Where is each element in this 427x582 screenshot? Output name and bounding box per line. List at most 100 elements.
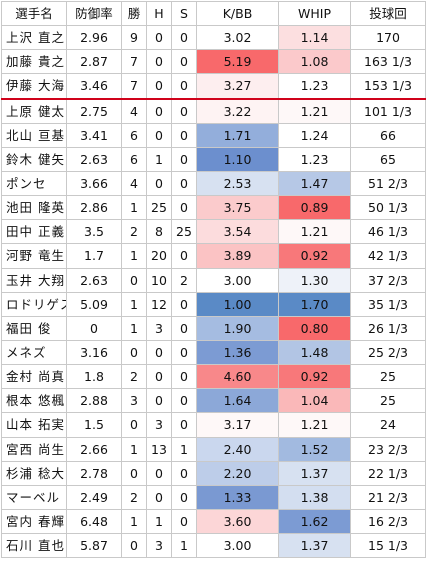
- cell-holds[interactable]: 13: [146, 436, 172, 462]
- cell-player-name[interactable]: 山本 拓実: [1, 412, 67, 438]
- cell-era[interactable]: 1.7: [66, 243, 122, 269]
- cell-wins[interactable]: 7: [121, 49, 147, 75]
- cell-whip[interactable]: 1.30: [278, 267, 351, 293]
- cell-k-bb[interactable]: 2.40: [196, 436, 279, 462]
- cell-era[interactable]: 1.5: [66, 412, 122, 438]
- cell-era[interactable]: 2.63: [66, 267, 122, 293]
- cell-k-bb[interactable]: 3.17: [196, 412, 279, 438]
- cell-holds[interactable]: 1: [146, 508, 172, 535]
- cell-saves[interactable]: 0: [171, 146, 197, 172]
- cell-k-bb[interactable]: 3.75: [196, 195, 279, 221]
- cell-player-name[interactable]: 金村 尚真: [1, 364, 67, 390]
- header-k-bb[interactable]: K/BB: [196, 0, 279, 27]
- header-era[interactable]: 防御率: [66, 0, 122, 27]
- cell-k-bb[interactable]: 1.90: [196, 315, 279, 341]
- cell-saves[interactable]: 0: [171, 460, 197, 486]
- cell-era[interactable]: 3.5: [66, 219, 122, 245]
- cell-era[interactable]: 2.66: [66, 436, 122, 462]
- cell-innings[interactable]: 51 2/3: [350, 170, 426, 197]
- cell-k-bb[interactable]: 1.64: [196, 388, 279, 414]
- cell-player-name[interactable]: 杉浦 稔大: [1, 460, 67, 486]
- cell-innings[interactable]: 25: [350, 364, 426, 390]
- cell-holds[interactable]: 0: [146, 98, 172, 124]
- cell-wins[interactable]: 1: [121, 195, 147, 221]
- cell-era[interactable]: 2.96: [66, 25, 122, 51]
- cell-player-name[interactable]: 河野 竜生: [1, 243, 67, 269]
- cell-holds[interactable]: 1: [146, 146, 172, 172]
- cell-wins[interactable]: 7: [121, 73, 147, 100]
- cell-innings[interactable]: 101 1/3: [350, 98, 426, 124]
- cell-era[interactable]: 2.88: [66, 388, 122, 414]
- cell-innings[interactable]: 25 2/3: [350, 339, 426, 366]
- cell-player-name[interactable]: 北山 亘基: [1, 122, 67, 148]
- cell-saves[interactable]: 0: [171, 291, 197, 317]
- cell-whip[interactable]: 1.14: [278, 25, 351, 51]
- cell-player-name[interactable]: 根本 悠楓: [1, 388, 67, 414]
- cell-wins[interactable]: 0: [121, 460, 147, 486]
- cell-innings[interactable]: 50 1/3: [350, 195, 426, 221]
- cell-holds[interactable]: 3: [146, 315, 172, 341]
- cell-player-name[interactable]: 田中 正義: [1, 219, 67, 245]
- cell-saves[interactable]: 0: [171, 315, 197, 341]
- cell-holds[interactable]: 0: [146, 170, 172, 197]
- cell-era[interactable]: 3.46: [66, 73, 122, 100]
- cell-k-bb[interactable]: 1.33: [196, 484, 279, 510]
- cell-k-bb[interactable]: 1.00: [196, 291, 279, 317]
- cell-wins[interactable]: 0: [121, 412, 147, 438]
- cell-player-name[interactable]: 石川 直也: [1, 533, 67, 559]
- cell-innings[interactable]: 21 2/3: [350, 484, 426, 510]
- cell-saves[interactable]: 0: [171, 49, 197, 75]
- cell-holds[interactable]: 3: [146, 412, 172, 438]
- cell-innings[interactable]: 15 1/3: [350, 533, 426, 559]
- cell-holds[interactable]: 0: [146, 339, 172, 366]
- cell-wins[interactable]: 2: [121, 484, 147, 510]
- cell-saves[interactable]: 0: [171, 339, 197, 366]
- cell-player-name[interactable]: 伊藤 大海: [1, 73, 67, 100]
- cell-innings[interactable]: 26 1/3: [350, 315, 426, 341]
- cell-holds[interactable]: 10: [146, 267, 172, 293]
- header-wins[interactable]: 勝: [121, 0, 147, 27]
- cell-wins[interactable]: 2: [121, 364, 147, 390]
- cell-holds[interactable]: 0: [146, 49, 172, 75]
- cell-era[interactable]: 6.48: [66, 508, 122, 535]
- cell-innings[interactable]: 22 1/3: [350, 460, 426, 486]
- cell-k-bb[interactable]: 3.22: [196, 98, 279, 124]
- cell-holds[interactable]: 25: [146, 195, 172, 221]
- cell-player-name[interactable]: 玉井 大翔: [1, 267, 67, 293]
- cell-innings[interactable]: 65: [350, 146, 426, 172]
- cell-whip[interactable]: 1.48: [278, 339, 351, 366]
- cell-innings[interactable]: 42 1/3: [350, 243, 426, 269]
- cell-player-name[interactable]: 上原 健太: [1, 98, 67, 124]
- cell-whip[interactable]: 0.92: [278, 243, 351, 269]
- cell-whip[interactable]: 0.89: [278, 195, 351, 221]
- cell-holds[interactable]: 0: [146, 484, 172, 510]
- cell-era[interactable]: 2.49: [66, 484, 122, 510]
- cell-player-name[interactable]: ポンセ: [1, 170, 67, 197]
- cell-era[interactable]: 0: [66, 315, 122, 341]
- cell-holds[interactable]: 0: [146, 25, 172, 51]
- cell-player-name[interactable]: マーベル: [1, 484, 67, 510]
- cell-innings[interactable]: 37 2/3: [350, 267, 426, 293]
- cell-wins[interactable]: 0: [121, 267, 147, 293]
- cell-holds[interactable]: 0: [146, 73, 172, 100]
- cell-wins[interactable]: 0: [121, 533, 147, 559]
- cell-era[interactable]: 1.8: [66, 364, 122, 390]
- cell-holds[interactable]: 0: [146, 388, 172, 414]
- cell-holds[interactable]: 3: [146, 533, 172, 559]
- cell-k-bb[interactable]: 3.60: [196, 508, 279, 535]
- cell-holds[interactable]: 0: [146, 364, 172, 390]
- header-saves[interactable]: S: [171, 0, 197, 27]
- cell-holds[interactable]: 12: [146, 291, 172, 317]
- cell-player-name[interactable]: 宮西 尚生: [1, 436, 67, 462]
- cell-whip[interactable]: 1.70: [278, 291, 351, 317]
- cell-k-bb[interactable]: 3.54: [196, 219, 279, 245]
- cell-era[interactable]: 3.41: [66, 122, 122, 148]
- cell-whip[interactable]: 1.21: [278, 412, 351, 438]
- cell-player-name[interactable]: 鈴木 健矢: [1, 146, 67, 172]
- cell-wins[interactable]: 0: [121, 339, 147, 366]
- cell-saves[interactable]: 0: [171, 170, 197, 197]
- cell-player-name[interactable]: メネズ: [1, 339, 67, 366]
- cell-k-bb[interactable]: 5.19: [196, 49, 279, 75]
- cell-wins[interactable]: 4: [121, 98, 147, 124]
- cell-era[interactable]: 5.87: [66, 533, 122, 559]
